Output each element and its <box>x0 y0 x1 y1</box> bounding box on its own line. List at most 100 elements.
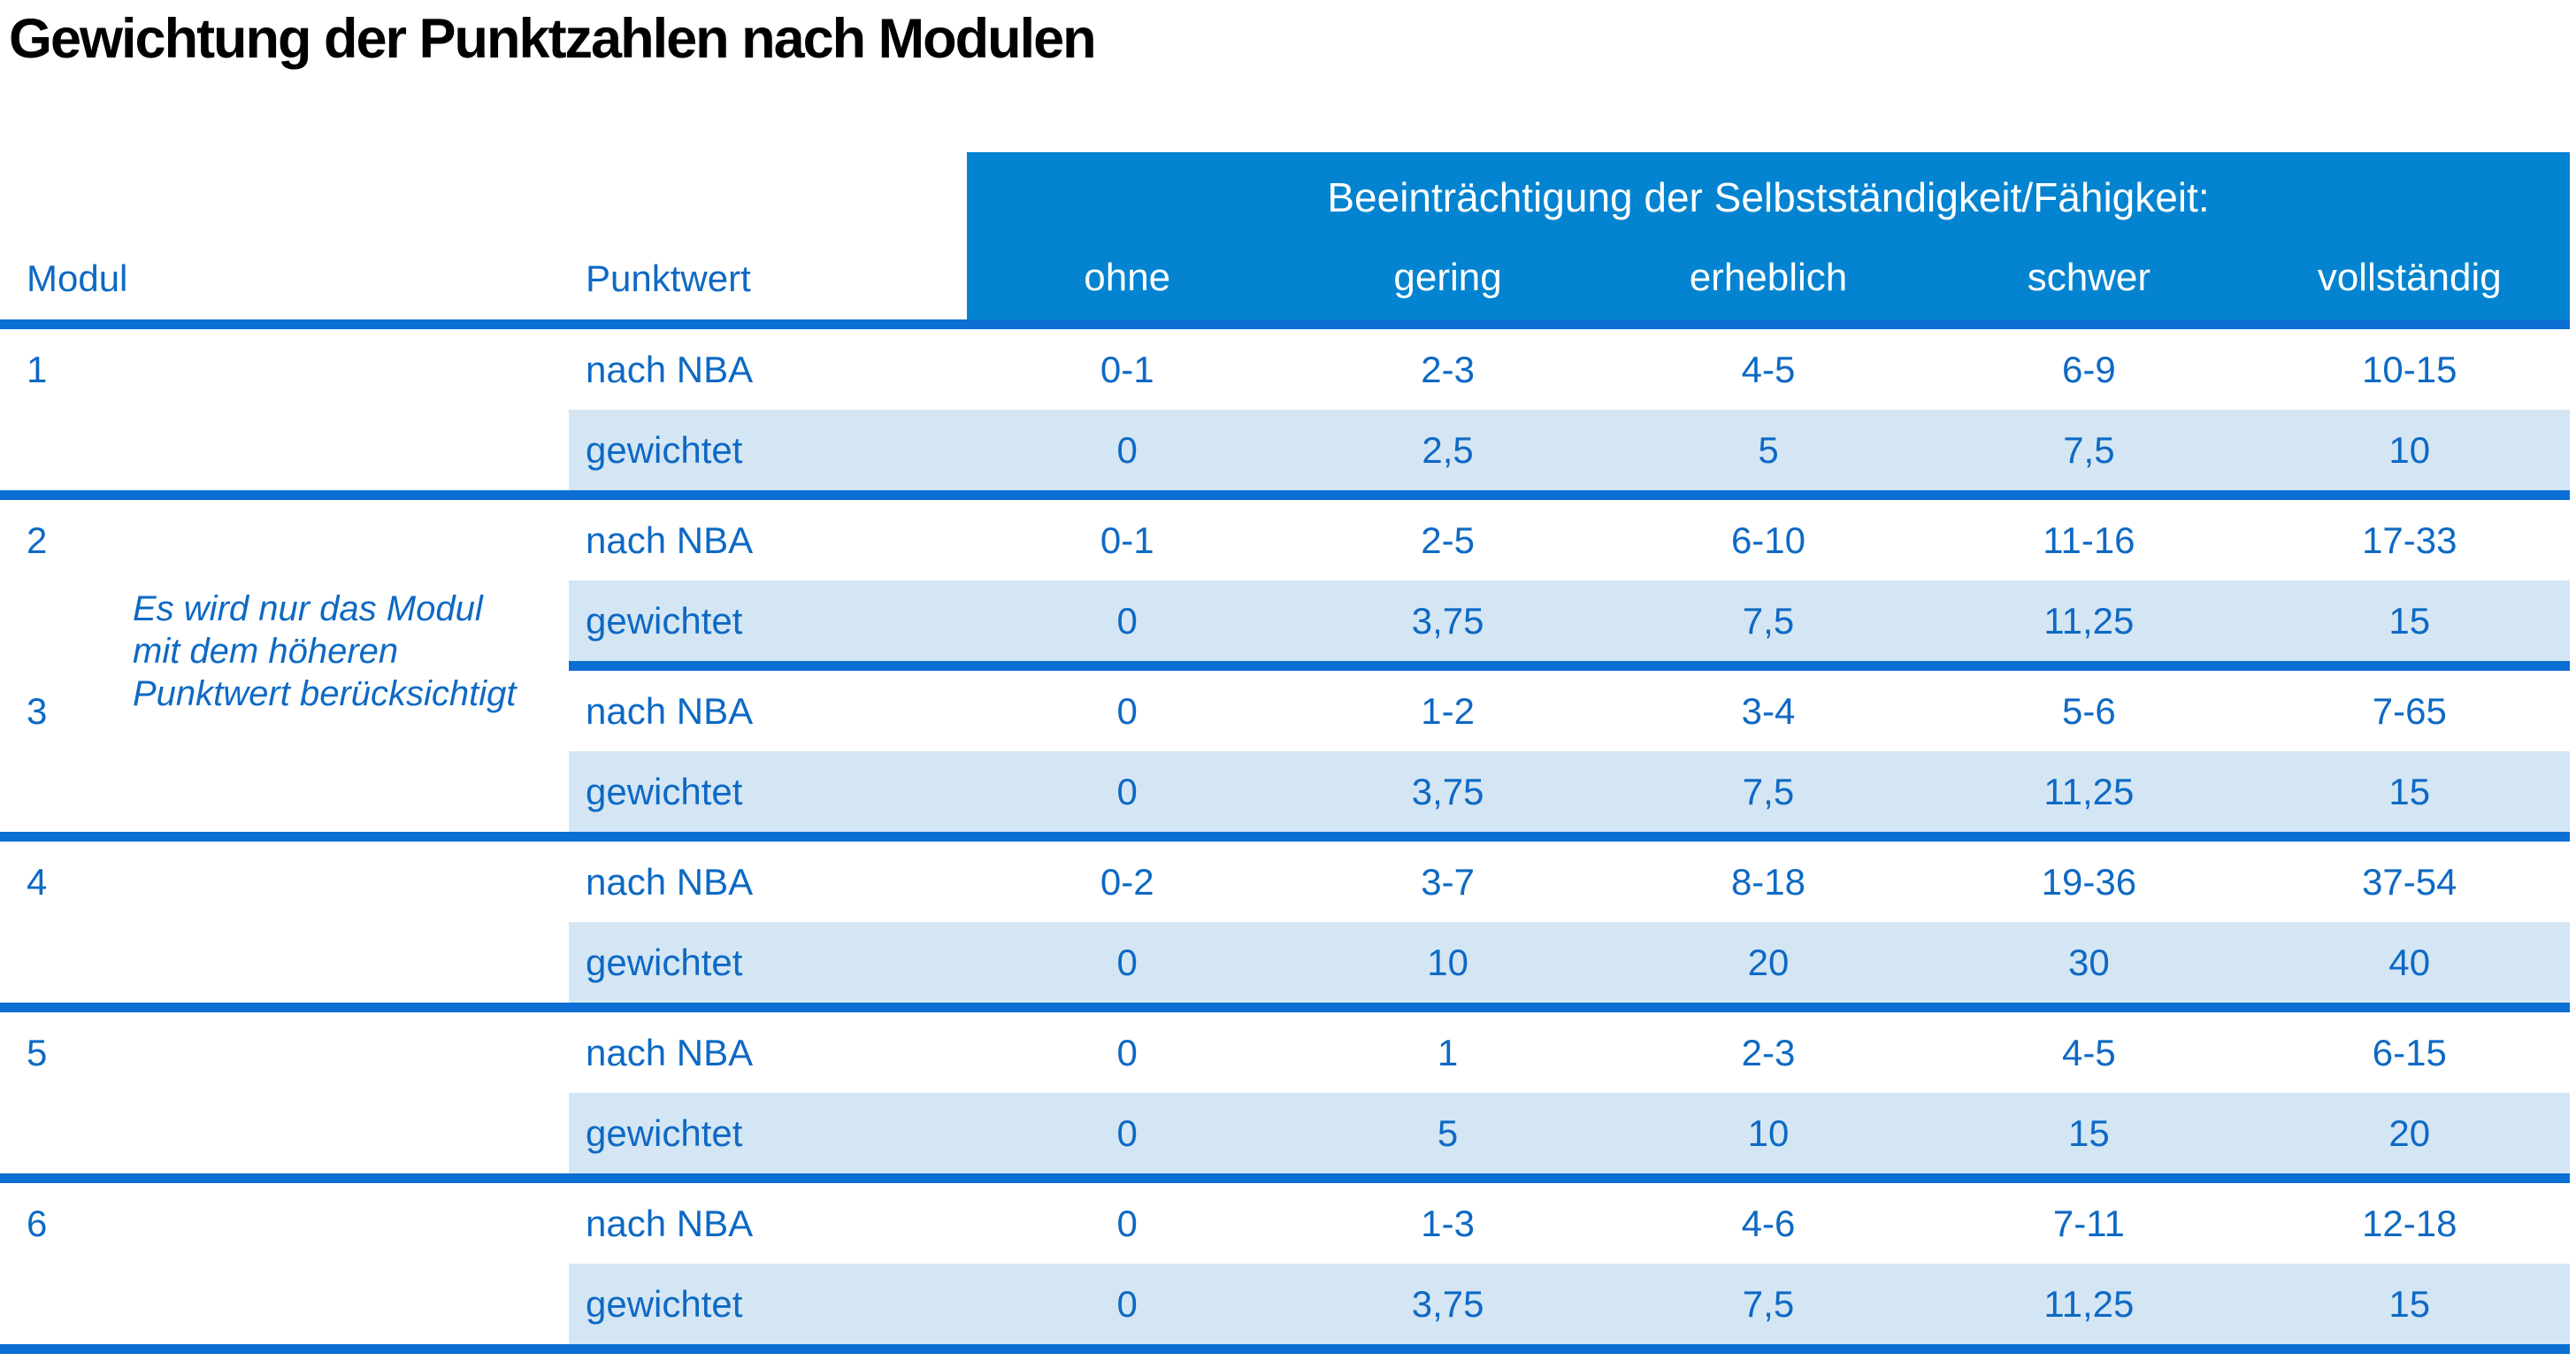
higher-score-note: Es wird nur das Modul mit dem höheren Pu… <box>133 588 628 715</box>
score-cell: 7,5 <box>1607 581 1929 661</box>
score-cell: 11,25 <box>1928 1264 2250 1344</box>
score-cell: 0-2 <box>1100 860 1154 903</box>
severity-header-row: ohne gering erheblich schwer vollständig <box>967 256 2570 300</box>
score-cell: 0 <box>1116 1031 1138 1073</box>
score-cell: 37-54 <box>2362 860 2457 903</box>
score-cell: 5-6 <box>2062 689 2116 732</box>
score-cell: 15 <box>2249 751 2570 832</box>
score-cell: 12-18 <box>2362 1202 2457 1244</box>
score-cell: 11,25 <box>1928 751 2250 832</box>
weighted-row-label: gewichtet <box>569 581 967 661</box>
score-cell: 7,5 <box>1607 751 1929 832</box>
nba-row-label: nach NBA <box>586 860 754 903</box>
score-cell: 15 <box>2249 1264 2570 1344</box>
nba-row-label: nach NBA <box>586 689 754 732</box>
score-cell: 30 <box>1928 922 2250 1003</box>
score-cell: 0 <box>1116 1202 1138 1244</box>
impairment-header-bar: Beeinträchtigung der Selbstständigkeit/F… <box>967 152 2570 319</box>
module-number: 3 <box>27 689 48 732</box>
score-cell: 0-1 <box>1100 519 1154 561</box>
column-header-modul: Modul <box>27 258 128 299</box>
note-line: Es wird nur das Modul <box>133 589 483 628</box>
score-cell: 4-6 <box>1741 1202 1796 1244</box>
score-cell: 0 <box>967 751 1288 832</box>
score-cell: 17-33 <box>2362 519 2457 561</box>
impairment-header-title: Beeinträchtigung der Selbstständigkeit/F… <box>1327 174 2210 220</box>
weighted-row-label: gewichtet <box>569 410 967 490</box>
score-cell: 2-3 <box>1421 348 1475 390</box>
table-bottom-line <box>0 1344 2570 1354</box>
weighted-row-label: gewichtet <box>569 751 967 832</box>
score-cell: 0 <box>1116 689 1138 732</box>
score-cell: 7,5 <box>1607 1264 1929 1344</box>
module-separator-line <box>0 1173 2570 1183</box>
score-cell: 2,5 <box>1287 410 1608 490</box>
score-cell: 1-3 <box>1421 1202 1475 1244</box>
weighted-row-label: gewichtet <box>569 1264 967 1344</box>
score-cell: 19-36 <box>2041 860 2137 903</box>
score-cell: 4-5 <box>2062 1031 2116 1073</box>
severity-header-erheblich: erheblich <box>1689 256 1848 299</box>
score-cell: 7-11 <box>2052 1202 2125 1244</box>
module-separator-line <box>0 490 2570 500</box>
score-cell: 5 <box>1287 1093 1608 1173</box>
score-cell: 11-16 <box>2043 519 2135 561</box>
module-separator-line <box>0 1003 2570 1012</box>
score-cell: 6-15 <box>2372 1031 2447 1073</box>
score-cell: 3,75 <box>1287 1264 1608 1344</box>
note-line: mit dem höheren <box>133 632 399 671</box>
score-cell: 4-5 <box>1741 348 1796 390</box>
score-cell: 15 <box>1928 1093 2250 1173</box>
column-header-punktwert: Punktwert <box>586 258 751 299</box>
score-cell: 8-18 <box>1730 860 1806 903</box>
score-cell: 40 <box>2249 922 2570 1003</box>
score-cell: 10-15 <box>2362 348 2457 390</box>
score-cell: 0 <box>967 581 1288 661</box>
severity-header-schwer: schwer <box>2027 256 2151 299</box>
score-cell: 1-2 <box>1421 689 1475 732</box>
score-cell: 0 <box>967 410 1288 490</box>
score-cell: 0 <box>967 1264 1288 1344</box>
score-cell: 1 <box>1437 1031 1459 1073</box>
page-title: Gewichtung der Punktzahlen nach Modulen <box>9 8 1097 70</box>
score-cell: 20 <box>1607 922 1929 1003</box>
score-cell: 2-3 <box>1741 1031 1796 1073</box>
score-cell: 7,5 <box>1928 410 2250 490</box>
score-cell: 3,75 <box>1287 581 1608 661</box>
module-number: 1 <box>27 348 48 390</box>
score-cell: 3-7 <box>1421 860 1475 903</box>
score-cell: 6-9 <box>2062 348 2116 390</box>
module-number: 2 <box>27 519 48 561</box>
score-cell: 7-65 <box>2372 689 2447 732</box>
weighted-row-label: gewichtet <box>569 1093 967 1173</box>
score-cell: 0-1 <box>1100 348 1154 390</box>
score-cell: 10 <box>1287 922 1608 1003</box>
severity-header-gering: gering <box>1393 256 1502 299</box>
severity-header-vollstaendig: vollständig <box>2317 256 2502 299</box>
score-cell: 0 <box>967 1093 1288 1173</box>
score-cell: 10 <box>1607 1093 1929 1173</box>
header-separator-line <box>0 319 2570 329</box>
nba-row-label: nach NBA <box>586 1031 754 1073</box>
score-cell: 10 <box>2249 410 2570 490</box>
weighting-table: Modul Punktwert Beeinträchtigung der Sel… <box>0 152 2570 1354</box>
module-number: 6 <box>27 1202 48 1244</box>
note-line: Punktwert berücksichtigt <box>133 674 517 713</box>
nba-row-label: nach NBA <box>586 519 754 561</box>
nba-row-label: nach NBA <box>586 1202 754 1244</box>
nba-row-label: nach NBA <box>586 348 754 390</box>
score-cell: 2-5 <box>1421 519 1475 561</box>
score-cell: 6-10 <box>1730 519 1806 561</box>
module-separator-line <box>0 832 2570 842</box>
score-cell: 11,25 <box>1928 581 2250 661</box>
score-cell: 0 <box>967 922 1288 1003</box>
score-cell: 3,75 <box>1287 751 1608 832</box>
module-number: 4 <box>27 860 48 903</box>
severity-header-ohne: ohne <box>1084 256 1171 299</box>
module-separator-line-partial <box>569 661 2570 671</box>
score-cell: 5 <box>1607 410 1929 490</box>
weighted-row-label: gewichtet <box>569 922 967 1003</box>
module-number: 5 <box>27 1031 48 1073</box>
score-cell: 20 <box>2249 1093 2570 1173</box>
score-cell: 15 <box>2249 581 2570 661</box>
